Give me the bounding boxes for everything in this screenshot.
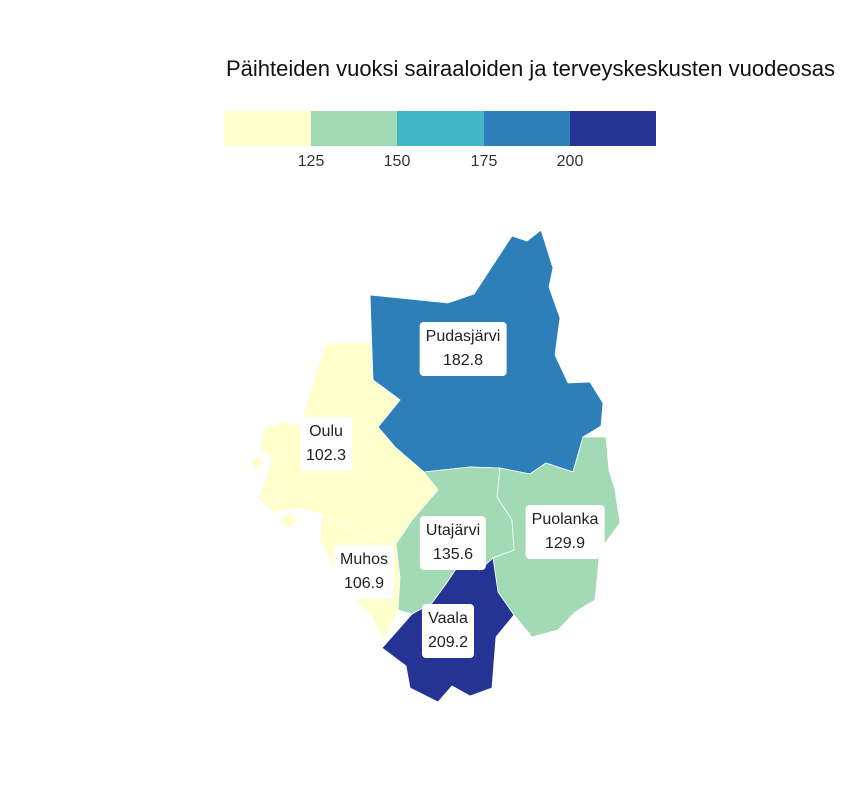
legend-swatch-3 <box>397 111 484 146</box>
region-oulu-island-1 <box>249 455 265 471</box>
legend-swatch-2 <box>311 111 397 146</box>
legend-tick-125: 125 <box>297 153 325 170</box>
legend-tick-175: 175 <box>470 153 498 170</box>
label-muhos: Muhos 106.9 <box>333 545 395 599</box>
label-name: Vaala <box>428 610 468 627</box>
label-value: 106.9 <box>343 575 385 592</box>
label-utajarvi: Utajärvi 135.6 <box>419 516 487 570</box>
region-oulu-island-2 <box>262 491 282 507</box>
label-value: 129.9 <box>544 535 586 552</box>
label-oulu: Oulu 102.3 <box>299 417 353 471</box>
map-title: Päihteiden vuoksi sairaaloiden ja tervey… <box>226 56 836 81</box>
label-puolanka: Puolanka 129.9 <box>525 505 605 559</box>
legend-tick-150: 150 <box>383 153 411 170</box>
label-name: Puolanka <box>531 511 599 528</box>
label-name: Utajärvi <box>425 522 481 539</box>
legend-swatch-4 <box>484 111 570 146</box>
label-value: 209.2 <box>427 634 469 651</box>
label-value: 135.6 <box>432 546 474 563</box>
label-value: 102.3 <box>305 447 347 464</box>
label-value: 182.8 <box>442 352 484 369</box>
legend-swatch-1 <box>224 111 311 146</box>
legend-tick-200: 200 <box>556 153 584 170</box>
region-oulu-island-3 <box>279 513 299 529</box>
color-legend: 125 150 175 200 <box>224 111 656 191</box>
label-name: Pudasjärvi <box>425 328 501 345</box>
legend-swatch-5 <box>570 111 656 146</box>
label-name: Muhos <box>339 551 389 568</box>
label-name: Oulu <box>309 423 343 440</box>
label-pudasjarvi: Pudasjärvi 182.8 <box>419 322 507 376</box>
label-vaala: Vaala 209.2 <box>421 604 475 658</box>
